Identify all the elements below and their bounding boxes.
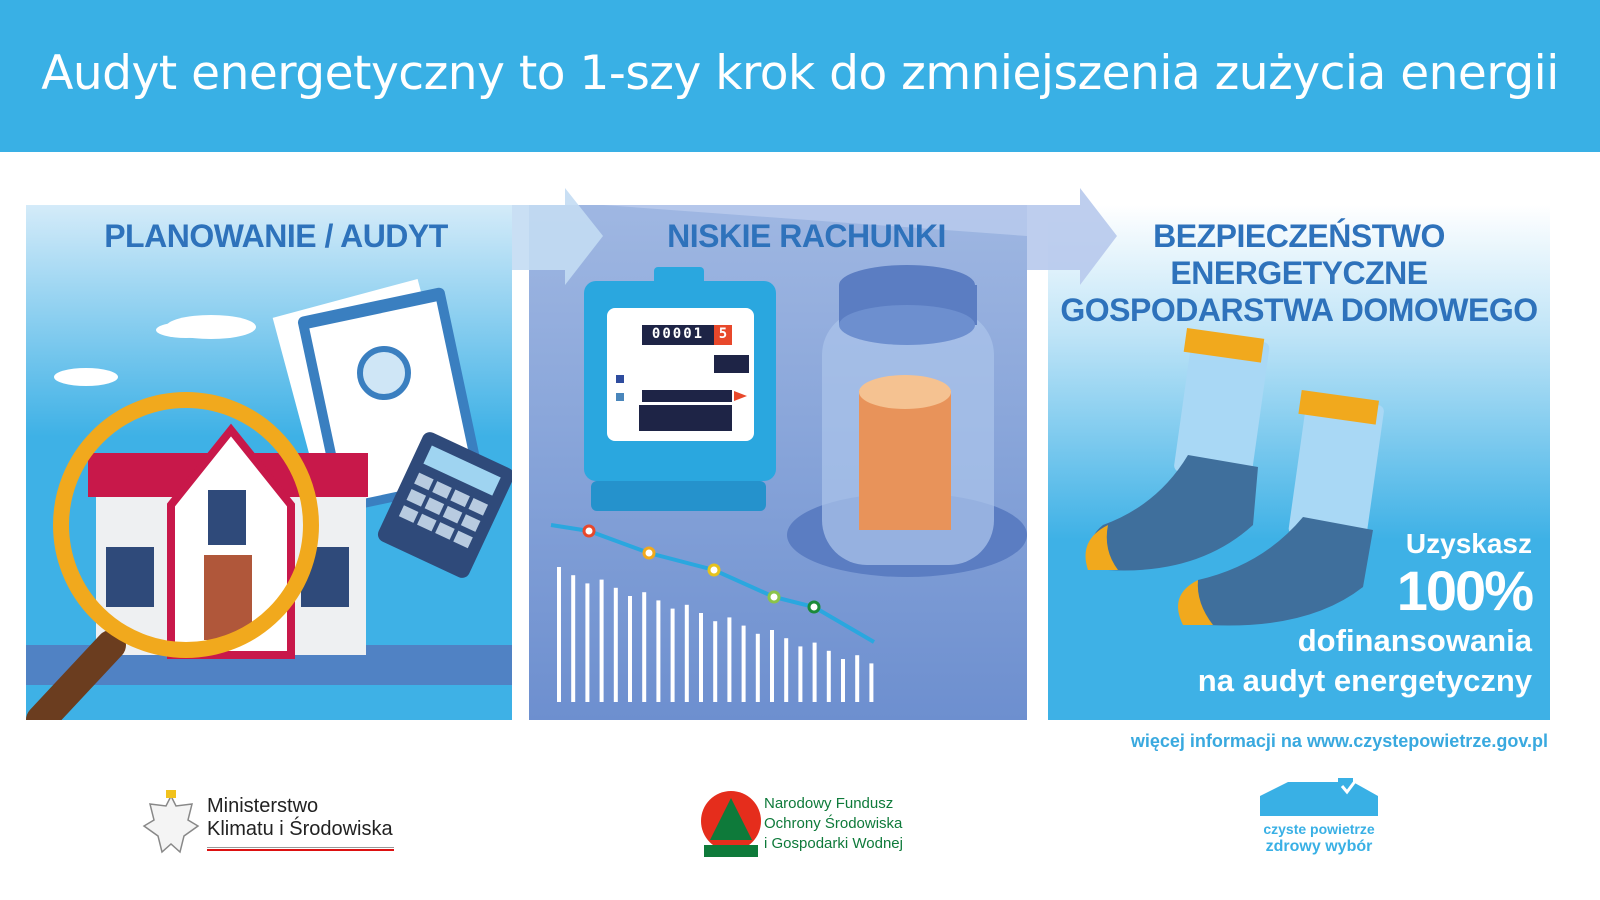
decorative-bar — [755, 633, 760, 702]
decorative-bar — [713, 621, 718, 702]
decorative-bar — [855, 655, 860, 702]
decorative-bar — [841, 659, 845, 702]
magnifier-icon — [26, 392, 319, 720]
logo-text: i Gospodarki Wodnej — [764, 835, 903, 852]
decorative-bar — [557, 567, 561, 702]
award-line3: dofinansowania — [1297, 623, 1532, 658]
funding-callout: Uzyskasz 100% dofinansowania na audyt en… — [1197, 527, 1534, 701]
house-icon — [88, 423, 368, 659]
logo-nfosigw: Narodowy Fundusz Ochrony Środowiska i Go… — [700, 790, 903, 864]
decorative-bar — [613, 587, 618, 702]
decorative-bar — [642, 592, 647, 702]
nfosigw-emblem-icon — [701, 791, 761, 857]
meter-last-digit: 5 — [718, 326, 728, 342]
logo-text: Klimatu i Środowiska — [207, 818, 393, 840]
meter-digits: 00001 — [651, 326, 705, 342]
calculator-icon — [377, 432, 512, 578]
logo-text: Ministerstwo — [207, 795, 319, 817]
electric-meter-icon — [584, 267, 776, 511]
decorative-bar — [628, 596, 632, 702]
logo-text: zdrowy wybór — [1265, 838, 1373, 855]
decorative-bar — [670, 608, 675, 702]
socks-illustration — [1085, 327, 1384, 626]
header-banner: Audyt energetyczny to 1-szy krok do zmni… — [0, 0, 1600, 152]
decorative-bar — [770, 630, 774, 702]
meter-piggybank-illustration — [550, 265, 1027, 702]
panel-title-energy-security: BEZPIECZEŃSTWO ENERGETYCZNE GOSPODARSTWA… — [1048, 218, 1550, 329]
decorative-bar — [869, 663, 874, 702]
coin-jar-icon — [787, 265, 1027, 577]
decorative-bar — [798, 646, 803, 702]
house-magnifier-illustration — [26, 278, 512, 720]
logo-text: czyste powietrze — [1263, 821, 1375, 837]
panel-title-planning: PLANOWANIE / AUDYT — [104, 218, 448, 254]
panel-planning-audit — [26, 205, 512, 720]
house-check-icon — [1260, 778, 1378, 816]
decorative-bar — [656, 600, 661, 702]
panel-low-bills: 00001 5 — [529, 205, 1027, 720]
panel-energy-security — [1048, 205, 1550, 720]
award-line1: Uzyskasz — [1405, 528, 1532, 559]
decorative-bar — [826, 650, 831, 702]
logo-ministry: Ministerstwo Klimatu i Środowiska — [140, 790, 394, 862]
decorative-bar — [812, 642, 817, 702]
logo-czyste-powietrze: czyste powietrze zdrowy wybór — [1258, 778, 1380, 856]
eagle-emblem-icon — [142, 790, 200, 854]
page-title: Audyt energetyczny to 1-szy krok do zmni… — [41, 46, 1559, 101]
sock-icon — [1085, 327, 1270, 571]
decorative-bar — [684, 604, 689, 702]
logo-text: Narodowy Fundusz — [764, 795, 894, 812]
decorative-bar — [699, 613, 703, 702]
panel-title-low-bills: NISKIE RACHUNKI — [667, 218, 946, 254]
decorative-bar — [741, 625, 746, 702]
decorative-bar — [599, 579, 604, 702]
sock-icon — [1178, 389, 1384, 626]
more-info-link[interactable]: więcej informacji na www.czystepowietrze… — [1130, 731, 1548, 751]
title-line: ENERGETYCZNE — [1170, 255, 1428, 291]
award-percent: 100% — [1396, 559, 1534, 622]
decreasing-bar-chart-decoration — [557, 567, 874, 702]
award-line4: na audyt energetyczny — [1197, 663, 1532, 698]
title-line: GOSPODARSTWA DOMOWEGO — [1060, 292, 1538, 328]
decorative-bar — [585, 583, 590, 702]
decorative-bar — [727, 617, 732, 702]
decorative-bar — [571, 575, 576, 702]
decorative-bar — [784, 638, 789, 702]
title-line: BEZPIECZEŃSTWO — [1153, 218, 1445, 254]
logo-text: Ochrony Środowiska — [764, 815, 903, 832]
